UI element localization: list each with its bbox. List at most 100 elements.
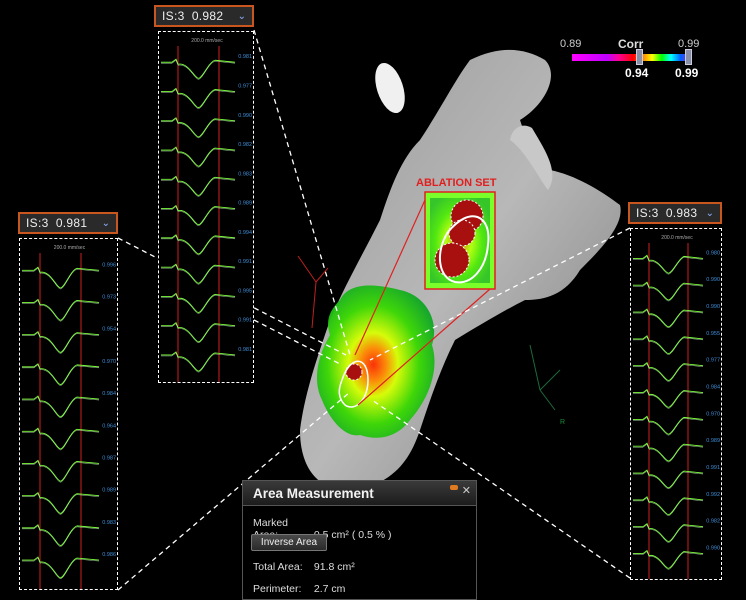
egm-trace-ghost xyxy=(633,497,704,516)
egm-correlation-value: 0.964 xyxy=(102,423,116,429)
corr-max-label: 0.99 xyxy=(678,38,700,50)
egm-trace xyxy=(22,363,100,386)
egm-correlation-value: 0.990 xyxy=(706,546,720,552)
dialog-header[interactable]: Area Measurement ✕ xyxy=(243,481,476,506)
egm-trace xyxy=(22,427,100,450)
egm-trace-ghost xyxy=(22,364,100,386)
egm-trace-ghost xyxy=(22,300,100,322)
egm-trace-ghost xyxy=(22,428,100,451)
egm-trace-ghost xyxy=(633,336,704,355)
egm-trace-ghost xyxy=(161,118,236,139)
egm-correlation-value: 0.984 xyxy=(706,385,720,391)
egm-trace xyxy=(22,459,100,482)
egm-selector-left[interactable]: IS:3 0.981 ⌄ xyxy=(18,212,118,234)
egm-trace xyxy=(633,415,704,435)
egm-trace-ghost xyxy=(22,557,100,579)
egm-trace-ghost xyxy=(22,267,100,290)
egm-correlation-value: 0.995 xyxy=(238,288,252,294)
egm-correlation-value: 0.989 xyxy=(102,488,116,494)
close-icon[interactable]: ✕ xyxy=(461,485,471,497)
egm-trace xyxy=(22,266,100,289)
chevron-down-icon: ⌄ xyxy=(101,217,110,229)
egm-trace-ghost xyxy=(161,59,236,80)
egm-correlation-value: 0.970 xyxy=(706,411,720,417)
chevron-down-icon: ⌄ xyxy=(237,10,246,22)
egm-correlation-value: 0.991 xyxy=(238,259,252,265)
egm-correlation-value: 0.983 xyxy=(102,520,116,526)
egm-trace-ghost xyxy=(22,332,100,354)
activation-map xyxy=(316,285,435,438)
egm-trace-ghost xyxy=(22,396,100,418)
egm-trace-ghost xyxy=(22,493,100,515)
ablation-lesion xyxy=(448,219,476,247)
egm-trace-ghost xyxy=(22,525,100,547)
egm-trace-ghost xyxy=(161,323,236,344)
egm-trace-ghost xyxy=(633,470,704,490)
egm-correlation-value: 0.994 xyxy=(238,230,252,236)
perimeter-row: Perimeter: 2.7 cm xyxy=(253,583,345,595)
egm-correlation-value: 0.954 xyxy=(102,327,116,333)
egm-trace-ghost xyxy=(633,443,704,463)
egm-trace xyxy=(22,395,100,418)
egm-correlation-value: 0.977 xyxy=(706,358,720,364)
dialog-title: Area Measurement xyxy=(253,485,374,501)
total-area-row: Total Area: 91.8 cm² xyxy=(253,561,355,573)
egm-panel-right: IS:3 0.983 ⌄ 200.0 mm/sec 0.980 0.990 0.990… xyxy=(628,202,724,580)
egm-trace-ghost xyxy=(22,461,100,483)
egm-correlation-value: 0.989 xyxy=(238,201,252,207)
egm-trace xyxy=(633,442,704,462)
egm-trace xyxy=(161,58,236,79)
chevron-down-icon: ⌄ xyxy=(705,207,714,219)
total-area-label: Total Area: xyxy=(253,561,303,573)
egm-panel-left: IS:3 0.981 ⌄ 200.0 mm/sec 0.996 0.973 0.954… xyxy=(18,212,118,592)
egm-trace-box-top: 200.0 mm/sec 0.981 0.977 0.990 0.982 0.983 0.9… xyxy=(158,31,254,383)
egm-selector-top[interactable]: IS:3 0.982 ⌄ xyxy=(154,5,254,27)
corr-high-value: 0.99 xyxy=(675,66,699,80)
egm-trace-box-right: 200.0 mm/sec 0.980 0.990 0.990 0.955 0.977 0.9… xyxy=(630,228,722,580)
egm-trace-ghost xyxy=(633,551,704,570)
egm-trace-ghost xyxy=(633,256,704,275)
marked-area-value: 0.5 cm² ( 0.5 % ) xyxy=(313,529,392,541)
egm-correlation-value: 0.991 xyxy=(706,465,720,471)
perimeter-value: 2.7 cm xyxy=(313,583,346,595)
egm-correlation-value: 0.977 xyxy=(238,84,252,90)
egm-trace xyxy=(161,321,236,343)
egm-trace-ghost xyxy=(633,282,704,302)
egm-selector-label: IS:3 0.981 xyxy=(26,216,88,230)
egm-trace-ghost xyxy=(161,264,236,285)
egm-correlation-value: 0.990 xyxy=(706,304,720,310)
egm-trace xyxy=(22,298,100,321)
egm-trace-ghost xyxy=(161,294,236,314)
egm-trace xyxy=(161,87,236,109)
egm-correlation-value: 0.990 xyxy=(238,113,252,119)
egm-trace xyxy=(161,204,236,226)
egm-trace xyxy=(22,524,100,547)
egm-correlation-value: 0.981 xyxy=(238,347,252,353)
egm-correlation-value: 0.981 xyxy=(238,54,252,60)
egm-correlation-value: 0.973 xyxy=(102,294,116,300)
egm-correlation-value: 0.983 xyxy=(238,171,252,177)
ablation-lesion xyxy=(434,242,470,278)
egm-trace-ghost xyxy=(161,89,236,109)
egm-trace-ghost xyxy=(633,524,704,543)
egm-trace xyxy=(161,175,236,196)
pin-icon[interactable] xyxy=(450,485,458,490)
corr-min-label: 0.89 xyxy=(560,38,582,50)
egm-trace-ghost xyxy=(161,235,236,256)
axis-label-r: R xyxy=(560,419,565,426)
egm-trace xyxy=(22,556,100,579)
egm-trace xyxy=(633,469,704,489)
inverse-area-button[interactable]: Inverse Area xyxy=(251,534,327,551)
egm-correlation-value: 0.955 xyxy=(706,331,720,337)
egm-trace-ghost xyxy=(633,309,704,329)
egm-trace xyxy=(633,523,704,542)
corr-low-handle[interactable] xyxy=(636,49,643,65)
egm-selector-right[interactable]: IS:3 0.983 ⌄ xyxy=(628,202,722,224)
egm-correlation-value: 0.990 xyxy=(706,277,720,283)
correlation-color-bar: 0.89 Corr 0.99 0.94 0.99 xyxy=(560,36,700,84)
corr-high-handle[interactable] xyxy=(685,49,692,65)
egm-correlation-value: 0.980 xyxy=(706,250,720,256)
total-area-value: 91.8 cm² xyxy=(313,561,355,573)
egm-trace-ghost xyxy=(633,363,704,382)
area-measurement-dialog: Area Measurement ✕ Marked Area: 0.5 cm² … xyxy=(242,480,477,600)
